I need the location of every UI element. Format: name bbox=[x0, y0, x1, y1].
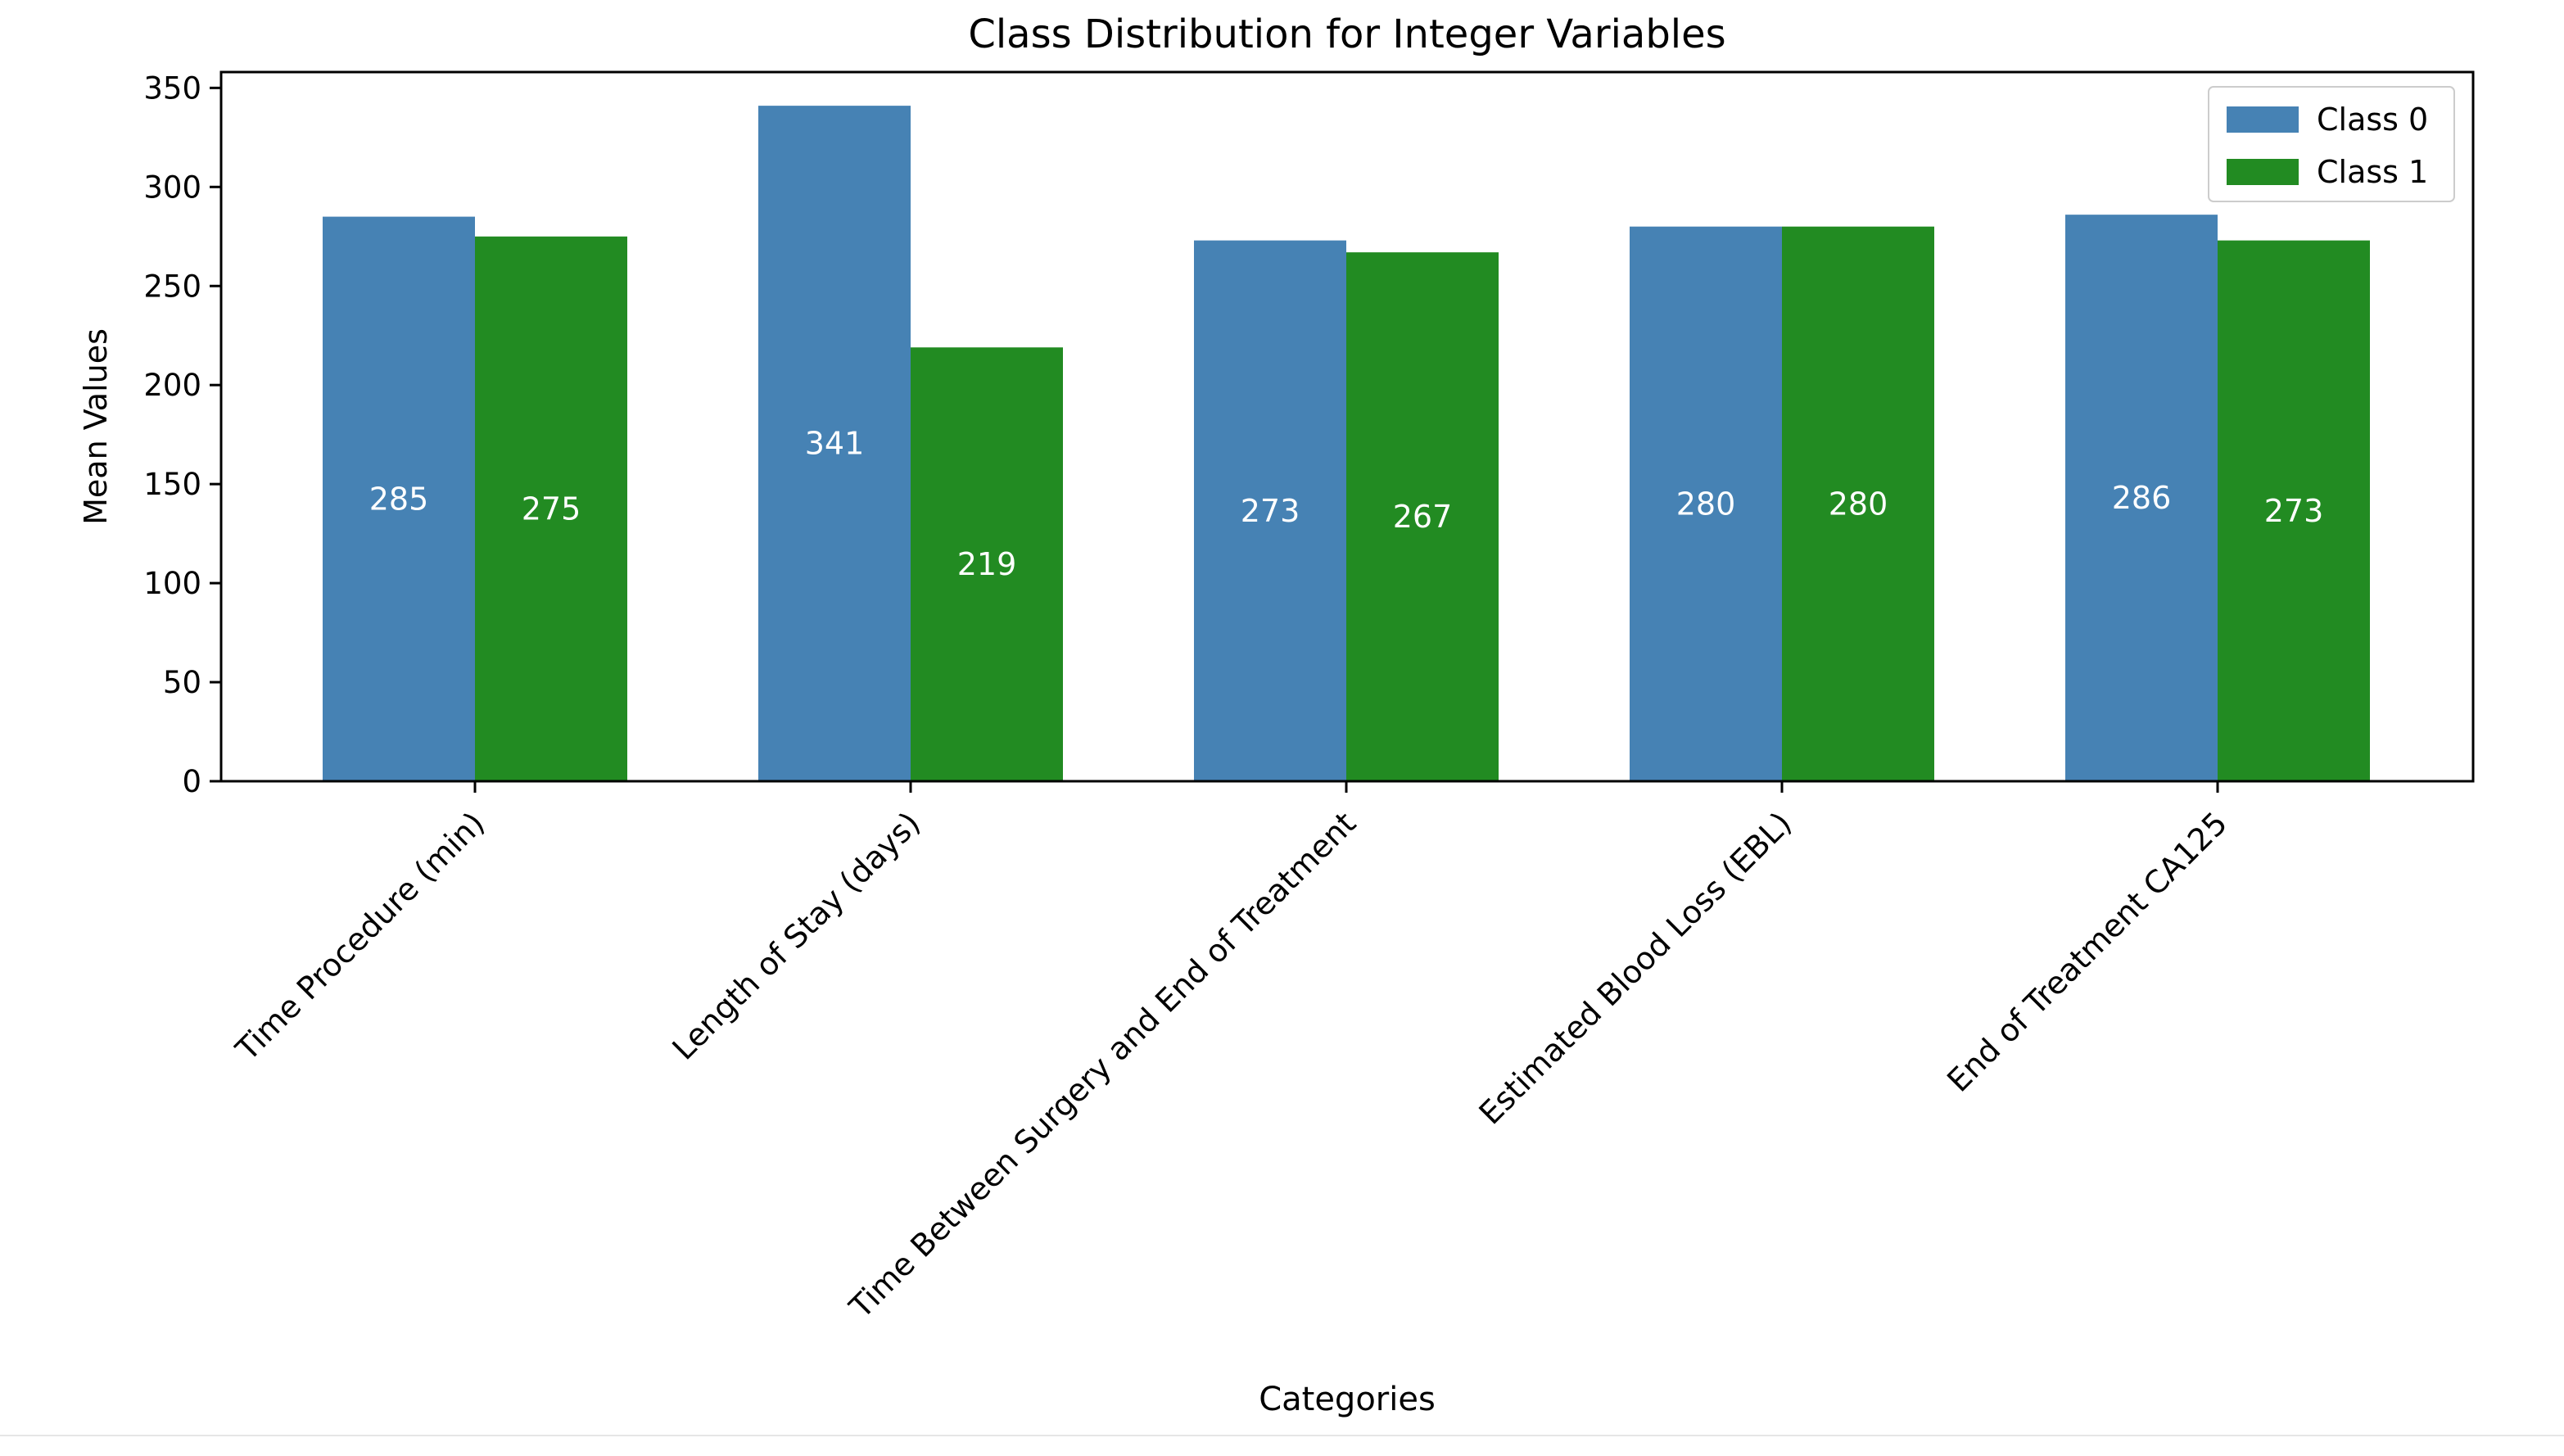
data-label: 273 bbox=[2264, 493, 2324, 529]
bar-class1-1 bbox=[911, 347, 1063, 781]
y-tick-label: 200 bbox=[143, 368, 201, 403]
data-label: 285 bbox=[369, 481, 429, 517]
legend-label: Class 0 bbox=[2317, 102, 2428, 138]
bar-class1-3 bbox=[1782, 226, 1934, 782]
data-label: 341 bbox=[805, 426, 865, 462]
x-axis-label: Categories bbox=[1259, 1381, 1436, 1418]
data-label: 280 bbox=[1676, 486, 1736, 522]
y-axis-label: Mean Values bbox=[78, 328, 114, 525]
bar-class0-4 bbox=[2065, 215, 2218, 781]
bar-class0-2 bbox=[1194, 240, 1346, 782]
legend-label: Class 1 bbox=[2317, 154, 2428, 190]
data-label: 267 bbox=[1393, 499, 1453, 535]
x-tick-label: End of Treatment CA125 bbox=[1940, 805, 2234, 1099]
bar-class0-0 bbox=[323, 216, 475, 782]
x-tick-label: Time Between Surgery and End of Treatmen… bbox=[842, 805, 1363, 1326]
x-tick-label: Time Procedure (min) bbox=[228, 805, 491, 1068]
legend-swatch-class0 bbox=[2227, 106, 2299, 133]
bars-layer bbox=[323, 106, 2370, 782]
y-tick-label: 0 bbox=[182, 764, 201, 799]
bottom-divider bbox=[0, 1435, 2564, 1436]
bar-class1-0 bbox=[475, 236, 627, 781]
y-tick-label: 350 bbox=[143, 70, 201, 106]
data-labels-layer: 285 275 341 219 273 267 280 280 286 273 bbox=[369, 426, 2324, 583]
y-tick-label: 100 bbox=[143, 566, 201, 601]
bar-class0-3 bbox=[1630, 226, 1782, 782]
data-label: 286 bbox=[2112, 480, 2172, 516]
y-tick-label: 250 bbox=[143, 269, 201, 304]
y-tick-label: 300 bbox=[143, 170, 201, 205]
data-label: 275 bbox=[522, 491, 581, 527]
y-tick-label: 50 bbox=[163, 665, 201, 700]
data-label: 219 bbox=[957, 546, 1017, 582]
bar-class1-2 bbox=[1346, 252, 1499, 781]
x-tick-label: Estimated Blood Loss (EBL) bbox=[1472, 805, 1799, 1132]
data-label: 273 bbox=[1241, 493, 1300, 529]
data-label: 280 bbox=[1829, 486, 1888, 522]
legend-swatch-class1 bbox=[2227, 159, 2299, 185]
chart-title: Class Distribution for Integer Variables bbox=[968, 11, 1725, 57]
x-tick-label: Length of Stay (days) bbox=[665, 805, 927, 1067]
y-tick-label: 150 bbox=[143, 467, 201, 502]
legend: Class 0 Class 1 bbox=[2208, 86, 2455, 202]
bar-class1-4 bbox=[2218, 240, 2370, 782]
bar-class0-1 bbox=[758, 106, 911, 781]
